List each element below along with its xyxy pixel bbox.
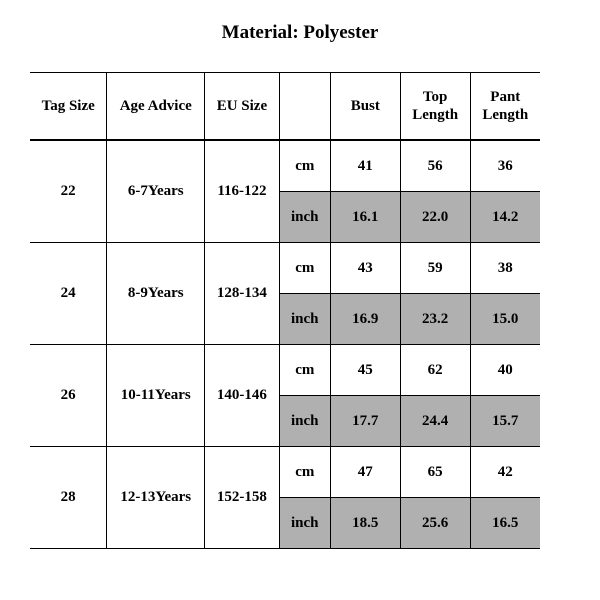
col-bust: Bust (330, 73, 400, 141)
cell-pant-cm: 36 (470, 140, 540, 192)
cell-eu-size: 140-146 (205, 345, 280, 447)
cell-eu-size: 116-122 (205, 140, 280, 243)
cell-tag-size: 26 (30, 345, 107, 447)
col-top-length-l1: Top (423, 89, 447, 105)
cell-top-cm: 62 (400, 345, 470, 396)
cell-pant-inch: 15.7 (470, 396, 540, 447)
cell-bust-inch: 18.5 (330, 498, 400, 549)
cell-age-advice: 12-13Years (107, 447, 205, 549)
cell-age-advice: 10-11Years (107, 345, 205, 447)
cell-unit-inch: inch (279, 192, 330, 243)
cell-bust-inch: 16.9 (330, 294, 400, 345)
cell-top-inch: 25.6 (400, 498, 470, 549)
col-eu-size: EU Size (205, 73, 280, 141)
page-title: Material: Polyester (0, 22, 600, 44)
cell-eu-size: 128-134 (205, 243, 280, 345)
table-body: 22 6-7Years 116-122 cm 41 56 36 inch 16.… (30, 140, 540, 549)
cell-unit-cm: cm (279, 345, 330, 396)
cell-tag-size: 24 (30, 243, 107, 345)
cell-bust-cm: 45 (330, 345, 400, 396)
cell-pant-inch: 15.0 (470, 294, 540, 345)
cell-unit-inch: inch (279, 396, 330, 447)
cell-tag-size: 28 (30, 447, 107, 549)
cell-top-inch: 24.4 (400, 396, 470, 447)
cell-pant-cm: 42 (470, 447, 540, 498)
col-pant-length-l1: Pant (490, 89, 520, 105)
cell-unit-cm: cm (279, 243, 330, 294)
cell-age-advice: 6-7Years (107, 140, 205, 243)
cell-pant-cm: 38 (470, 243, 540, 294)
cell-eu-size: 152-158 (205, 447, 280, 549)
cell-bust-inch: 16.1 (330, 192, 400, 243)
cell-top-cm: 65 (400, 447, 470, 498)
col-pant-length: Pant Length (470, 73, 540, 141)
cell-unit-inch: inch (279, 498, 330, 549)
col-pant-length-l2: Length (482, 107, 528, 123)
cell-pant-cm: 40 (470, 345, 540, 396)
col-age-advice: Age Advice (107, 73, 205, 141)
table-row: 22 6-7Years 116-122 cm 41 56 36 (30, 140, 540, 192)
cell-tag-size: 22 (30, 140, 107, 243)
cell-top-inch: 22.0 (400, 192, 470, 243)
cell-age-advice: 8-9Years (107, 243, 205, 345)
cell-bust-cm: 47 (330, 447, 400, 498)
col-unit (279, 73, 330, 141)
header-row: Tag Size Age Advice EU Size Bust Top Leng… (30, 73, 540, 141)
cell-unit-cm: cm (279, 447, 330, 498)
cell-bust-cm: 43 (330, 243, 400, 294)
page: Material: Polyester Tag Size Age Advice … (0, 0, 600, 600)
table-row: 24 8-9Years 128-134 cm 43 59 38 (30, 243, 540, 294)
size-table: Tag Size Age Advice EU Size Bust Top Leng… (30, 72, 540, 549)
col-tag-size: Tag Size (30, 73, 107, 141)
cell-top-cm: 59 (400, 243, 470, 294)
cell-bust-cm: 41 (330, 140, 400, 192)
cell-pant-inch: 16.5 (470, 498, 540, 549)
table-row: 28 12-13Years 152-158 cm 47 65 42 (30, 447, 540, 498)
table-row: 26 10-11Years 140-146 cm 45 62 40 (30, 345, 540, 396)
cell-unit-inch: inch (279, 294, 330, 345)
cell-top-inch: 23.2 (400, 294, 470, 345)
cell-bust-inch: 17.7 (330, 396, 400, 447)
cell-unit-cm: cm (279, 140, 330, 192)
col-top-length-l2: Length (412, 107, 458, 123)
col-top-length: Top Length (400, 73, 470, 141)
cell-pant-inch: 14.2 (470, 192, 540, 243)
size-table-container: Tag Size Age Advice EU Size Bust Top Leng… (30, 72, 540, 549)
cell-top-cm: 56 (400, 140, 470, 192)
